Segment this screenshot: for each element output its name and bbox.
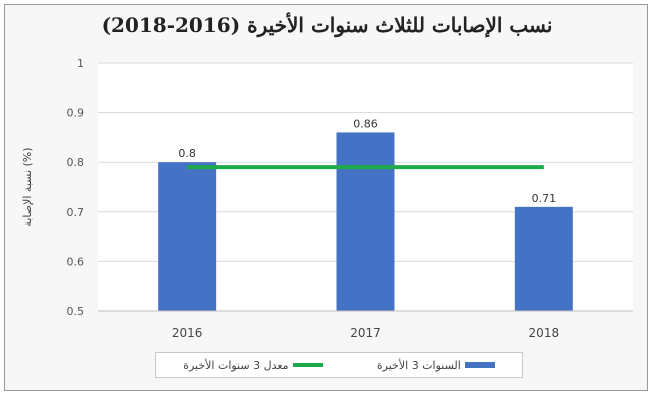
y-tick-label-5: 1	[77, 57, 84, 70]
legend-item-bars: السنوات 3 الأخيرة	[377, 359, 495, 372]
chart-frame: نسب الإصابات للثلاث سنوات الأخيرة (2016-…	[4, 4, 648, 391]
y-tick-label-0: 0.5	[67, 305, 85, 318]
data-label-2017: 0.86	[353, 117, 378, 130]
legend-item-average: معدل 3 سنوات الأخيرة	[183, 358, 323, 372]
chart-legend: السنوات 3 الأخيرة معدل 3 سنوات الأخيرة	[155, 352, 523, 378]
legend-swatch-average	[292, 363, 323, 367]
y-tick-label-1: 0.6	[67, 255, 85, 268]
x-tick-label-2017: 2017	[350, 326, 381, 340]
data-label-2016: 0.8	[178, 147, 196, 160]
y-tick-label-2: 0.7	[67, 206, 85, 219]
data-label-2018: 0.71	[532, 192, 557, 205]
x-tick-label-2016: 2016	[172, 326, 203, 340]
y-tick-label-4: 0.9	[67, 107, 85, 120]
bar-2018	[514, 206, 573, 311]
bar-2016	[158, 162, 217, 311]
y-axis-label: نسبة الإصابة (%)	[21, 147, 34, 226]
legend-swatch-bars	[464, 362, 495, 368]
legend-label-average: معدل 3 سنوات الأخيرة	[183, 358, 289, 372]
bar-2017	[336, 132, 395, 311]
y-tick-label-3: 0.8	[67, 156, 85, 169]
legend-label-bars: السنوات 3 الأخيرة	[376, 358, 461, 372]
x-tick-label-2018: 2018	[529, 326, 560, 340]
chart-plot: 0.5 0.6 0.7 0.8 0.9 1 نسبة الإصابة (%) 0.8 0.86 0…	[21, 57, 633, 340]
chart-title: نسب الإصابات للثلاث سنوات الأخيرة (2016-…	[101, 13, 553, 37]
